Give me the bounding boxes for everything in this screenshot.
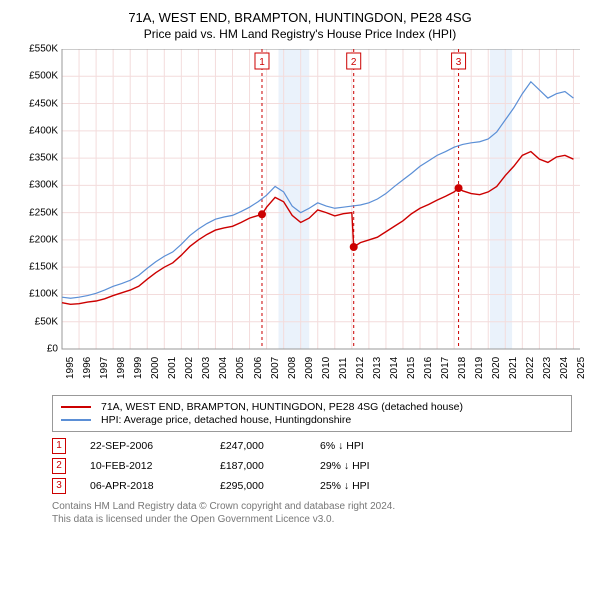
x-axis-label: 2024 [559,357,570,379]
x-axis-label: 2010 [321,357,332,379]
sales-table: 1 22-SEP-2006£247,0006% ↓ HPI 2 10-FEB-2012… [52,438,572,494]
y-axis-label: £400K [18,125,58,136]
x-axis-label: 2003 [201,357,212,379]
x-axis-label: 2013 [372,357,383,379]
x-axis-label: 2005 [235,357,246,379]
x-axis-label: 1999 [133,357,144,379]
footer-attribution: Contains HM Land Registry data © Crown c… [52,500,572,526]
sale-row: 1 22-SEP-2006£247,0006% ↓ HPI [52,438,572,454]
y-axis-label: £350K [18,153,58,164]
sale-date: 06-APR-2018 [90,480,220,492]
y-axis-label: £100K [18,289,58,300]
legend-label: HPI: Average price, detached house, Hunt… [101,414,351,426]
x-axis-label: 2008 [287,357,298,379]
x-axis-label: 1995 [65,357,76,379]
y-axis-label: £300K [18,180,58,191]
footer-line: Contains HM Land Registry data © Crown c… [52,500,572,513]
y-axis-label: £0 [18,344,58,355]
x-axis-label: 2007 [270,357,281,379]
legend-label: 71A, WEST END, BRAMPTON, HUNTINGDON, PE2… [101,401,463,413]
x-axis-label: 2009 [304,357,315,379]
legend-box: 71A, WEST END, BRAMPTON, HUNTINGDON, PE2… [52,395,572,432]
x-axis-label: 2006 [253,357,264,379]
svg-text:1: 1 [259,57,265,68]
sale-marker-icon: 2 [52,458,66,474]
svg-text:3: 3 [456,57,462,68]
legend-swatch [61,406,91,408]
legend-swatch [61,419,91,421]
x-axis-label: 2002 [184,357,195,379]
sale-price: £247,000 [220,440,320,452]
sale-price: £295,000 [220,480,320,492]
y-axis-label: £500K [18,71,58,82]
x-axis-label: 2018 [457,357,468,379]
chart-title: 71A, WEST END, BRAMPTON, HUNTINGDON, PE2… [10,10,590,25]
x-axis-label: 2017 [440,357,451,379]
y-axis-label: £550K [18,44,58,55]
sale-marker-icon: 1 [52,438,66,454]
y-axis-label: £450K [18,98,58,109]
y-axis-label: £150K [18,262,58,273]
sale-diff: 6% ↓ HPI [320,440,440,452]
line-chart: 1 2 3 [20,49,580,389]
x-axis-label: 2001 [167,357,178,379]
x-axis-label: 2014 [389,357,400,379]
sale-date: 10-FEB-2012 [90,460,220,472]
x-axis-label: 2004 [218,357,229,379]
x-axis-label: 2012 [355,357,366,379]
sale-row: 3 06-APR-2018£295,00025% ↓ HPI [52,478,572,494]
y-axis-label: £50K [18,316,58,327]
sale-price: £187,000 [220,460,320,472]
legend-item: HPI: Average price, detached house, Hunt… [61,414,563,426]
x-axis-label: 2021 [508,357,519,379]
sale-date: 22-SEP-2006 [90,440,220,452]
x-axis-label: 1997 [99,357,110,379]
x-axis-label: 1996 [82,357,93,379]
x-axis-label: 2011 [338,357,349,379]
x-axis-label: 2016 [423,357,434,379]
chart-subtitle: Price paid vs. HM Land Registry's House … [10,27,590,41]
legend-item: 71A, WEST END, BRAMPTON, HUNTINGDON, PE2… [61,401,563,413]
x-axis-label: 2025 [576,357,587,379]
x-axis-label: 1998 [116,357,127,379]
sale-marker-icon: 3 [52,478,66,494]
x-axis-label: 2000 [150,357,161,379]
x-axis-label: 2015 [406,357,417,379]
x-axis-label: 2023 [542,357,553,379]
chart-container: 1 2 3 £0 £50K £100K £150K £200K £250K £300K £350K… [20,49,580,389]
svg-text:2: 2 [351,57,357,68]
y-axis-label: £250K [18,207,58,218]
footer-line: This data is licensed under the Open Gov… [52,513,572,526]
sale-row: 2 10-FEB-2012£187,00029% ↓ HPI [52,458,572,474]
sale-diff: 29% ↓ HPI [320,460,440,472]
x-axis-label: 2019 [474,357,485,379]
y-axis-label: £200K [18,234,58,245]
x-axis-label: 2022 [525,357,536,379]
sale-diff: 25% ↓ HPI [320,480,440,492]
x-axis-label: 2020 [491,357,502,379]
